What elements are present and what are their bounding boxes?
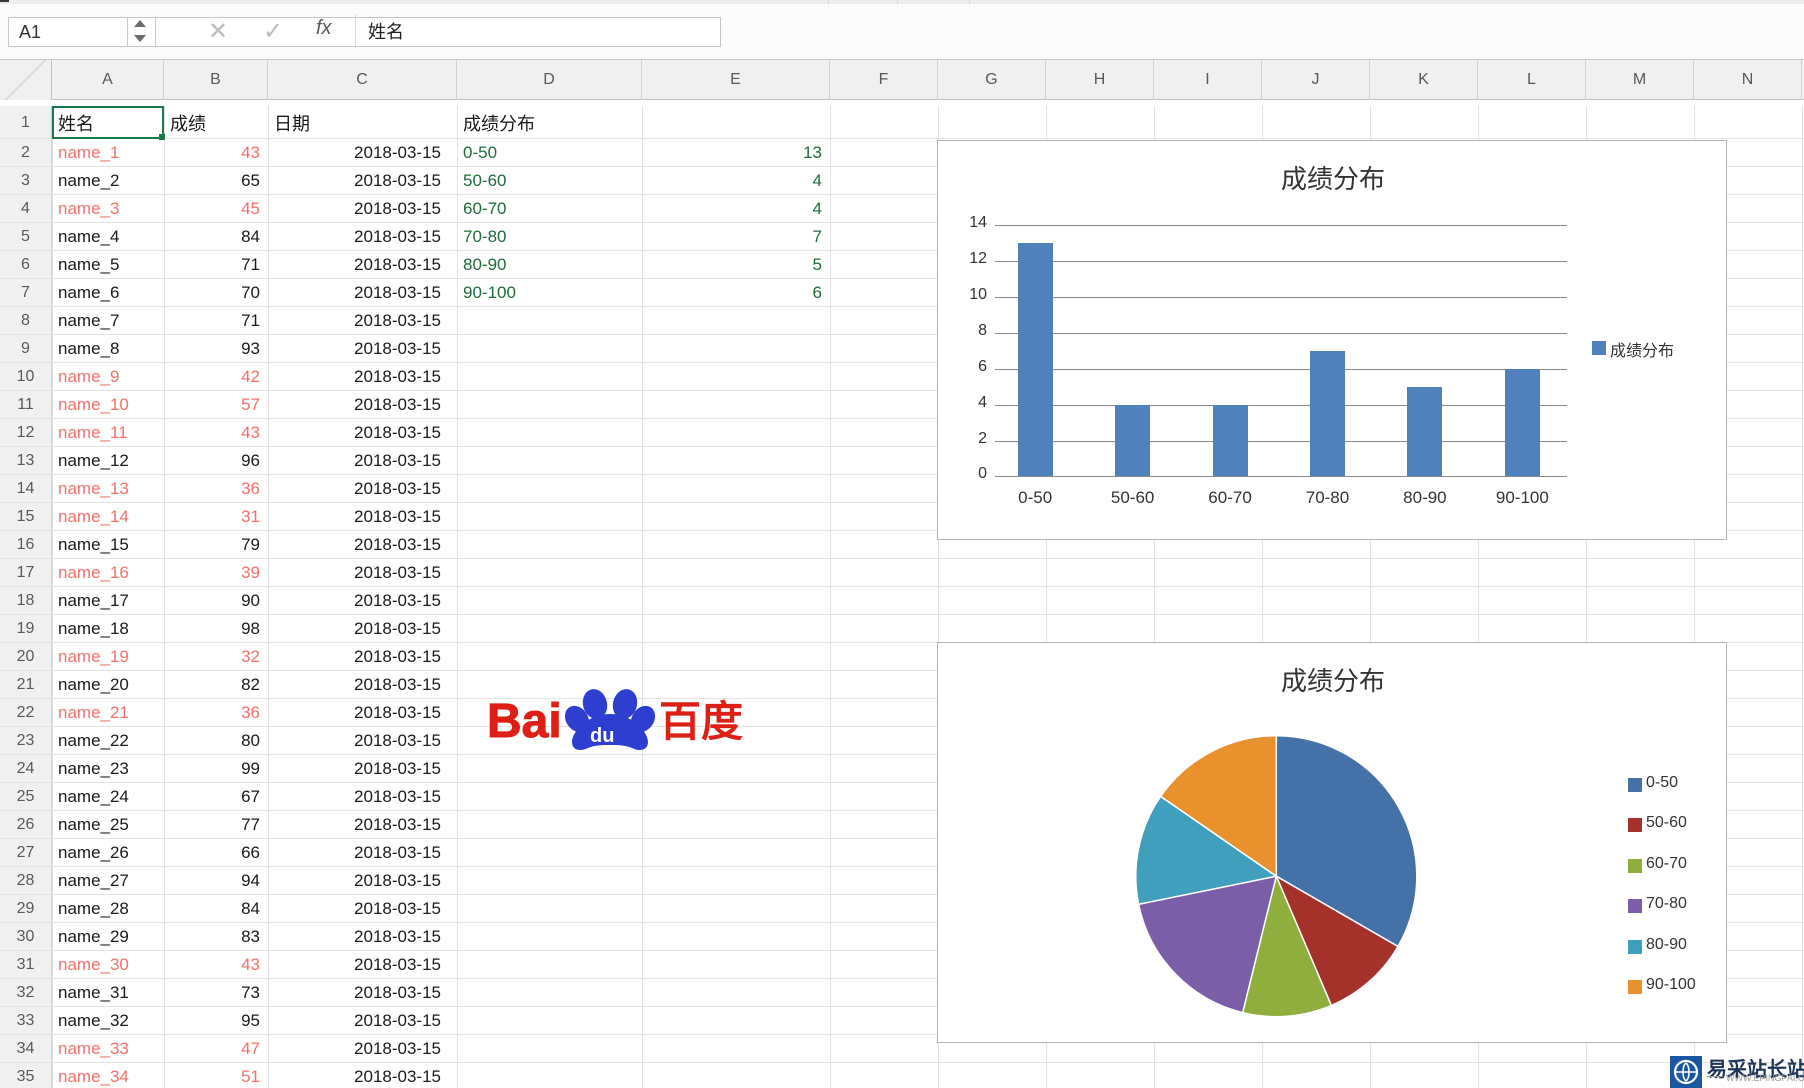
svg-text:百度: 百度 — [659, 698, 743, 745]
svg-text:Bai: Bai — [487, 695, 562, 748]
svg-text:du: du — [590, 725, 614, 747]
